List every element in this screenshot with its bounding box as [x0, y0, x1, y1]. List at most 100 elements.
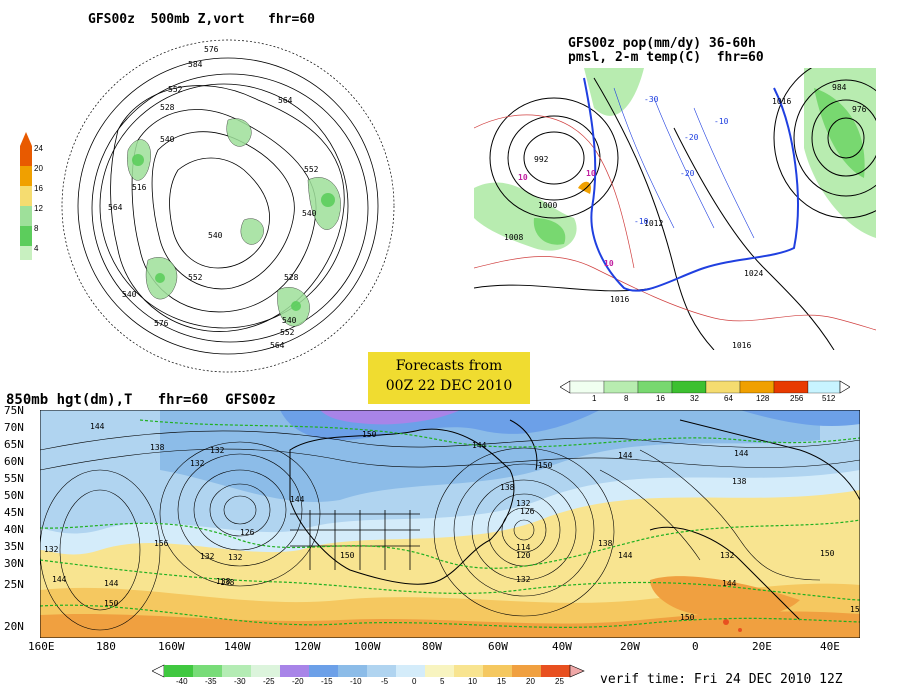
precip-cb-tick: 256: [790, 394, 804, 403]
svg-text:150: 150: [340, 551, 355, 560]
svg-text:10: 10: [586, 169, 596, 178]
temp-cb-tick: -15: [321, 677, 333, 686]
svg-text:144: 144: [618, 551, 633, 560]
svg-text:150: 150: [820, 549, 835, 558]
temp-cb-tick: -25: [263, 677, 275, 686]
svg-text:156: 156: [154, 539, 169, 548]
svg-text:552: 552: [304, 165, 319, 174]
lon-tick: 100W: [354, 640, 381, 653]
svg-text:144: 144: [290, 495, 305, 504]
precip-cb-tick: 512: [822, 394, 836, 403]
svg-text:-20: -20: [680, 169, 695, 178]
lon-tick: 160E: [28, 640, 55, 653]
temperature-colorbar: [152, 664, 585, 678]
svg-text:576: 576: [204, 45, 219, 54]
temp-cb-tick: 20: [526, 677, 535, 686]
temp-cb-tick: -10: [350, 677, 362, 686]
svg-text:132: 132: [720, 551, 735, 560]
svg-text:126: 126: [520, 507, 535, 516]
lat-tick: 25N: [4, 578, 24, 591]
svg-text:1024: 1024: [744, 269, 763, 278]
hemispheric-title: GFS00z 500mb Z,vort fhr=60: [88, 12, 315, 27]
svg-text:564: 564: [270, 341, 285, 350]
svg-text:564: 564: [108, 203, 123, 212]
lon-tick: 120W: [294, 640, 321, 653]
lat-tick: 20N: [4, 620, 24, 633]
svg-text:1000: 1000: [538, 201, 557, 210]
svg-text:-10: -10: [714, 117, 729, 126]
lat-tick: 35N: [4, 540, 24, 553]
svg-text:150: 150: [362, 430, 377, 439]
svg-text:984: 984: [832, 83, 847, 92]
lat-tick: 30N: [4, 557, 24, 570]
svg-text:138: 138: [220, 578, 235, 587]
svg-text:120: 120: [516, 551, 531, 560]
svg-text:132: 132: [190, 459, 205, 468]
forecast-info-box: Forecasts from 00Z 22 DEC 2010: [368, 352, 530, 404]
hemi-cb-tick: 20: [34, 164, 43, 173]
svg-text:144: 144: [472, 441, 487, 450]
svg-text:144: 144: [618, 451, 633, 460]
svg-text:138: 138: [150, 443, 165, 452]
svg-text:564: 564: [278, 96, 293, 105]
svg-text:528: 528: [160, 103, 175, 112]
svg-text:1012: 1012: [644, 219, 663, 228]
svg-text:138: 138: [500, 483, 515, 492]
hemi-cb-tick: 24: [34, 144, 43, 153]
precip-cb-tick: 8: [624, 394, 629, 403]
lon-tick: 20W: [620, 640, 640, 653]
svg-text:150: 150: [104, 599, 119, 608]
lat-tick: 60N: [4, 455, 24, 468]
svg-text:584: 584: [188, 60, 203, 69]
svg-text:516: 516: [132, 183, 147, 192]
lon-tick: 160W: [158, 640, 185, 653]
precip-cb-tick: 64: [724, 394, 733, 403]
precip-cb-tick: 32: [690, 394, 699, 403]
svg-text:114: 114: [516, 543, 531, 552]
svg-text:540: 540: [302, 209, 317, 218]
hemi-cb-tick: 12: [34, 204, 43, 213]
svg-text:144: 144: [104, 579, 119, 588]
temp-cb-tick: -30: [234, 677, 246, 686]
svg-text:150: 150: [850, 605, 860, 614]
svg-text:150: 150: [538, 461, 553, 470]
lon-tick: 20E: [752, 640, 772, 653]
temp-cb-tick: -5: [381, 677, 389, 686]
lat-tick: 40N: [4, 523, 24, 536]
lat-tick: 70N: [4, 421, 24, 434]
lat-tick: 45N: [4, 506, 24, 519]
precip-cb-tick: 128: [756, 394, 770, 403]
svg-text:992: 992: [534, 155, 549, 164]
svg-text:976: 976: [852, 105, 867, 114]
svg-text:132: 132: [200, 552, 215, 561]
hemi-cb-tick: 4: [34, 244, 39, 253]
lat-tick: 65N: [4, 438, 24, 451]
svg-text:552: 552: [168, 85, 183, 94]
main-title: 850mb hgt(dm),T fhr=60 GFS00z: [6, 392, 276, 408]
temp-cb-tick: -20: [292, 677, 304, 686]
svg-text:138: 138: [216, 577, 231, 586]
svg-text:540: 540: [208, 231, 223, 240]
forecast-init-time: 00Z 22 DEC 2010: [385, 378, 513, 394]
temp-cb-tick: 0: [412, 677, 417, 686]
verif-time: verif time: Fri 24 DEC 2010 12Z: [600, 672, 843, 687]
lon-tick: 140W: [224, 640, 251, 653]
svg-text:552: 552: [188, 273, 203, 282]
precip-cb-tick: 1: [592, 394, 597, 403]
svg-text:132: 132: [516, 499, 531, 508]
svg-text:-30: -30: [644, 95, 659, 104]
lon-tick: 40W: [552, 640, 572, 653]
temp-cb-tick: 15: [497, 677, 506, 686]
precip-cb-tick: 16: [656, 394, 665, 403]
svg-text:126: 126: [240, 528, 255, 537]
temp-cb-tick: -40: [176, 677, 188, 686]
forecast-from-label: Forecasts from: [395, 358, 503, 374]
lat-tick: 55N: [4, 472, 24, 485]
lat-tick: 50N: [4, 489, 24, 502]
precip-title-line2: pmsl, 2-m temp(C) fhr=60: [568, 50, 764, 65]
svg-text:10: 10: [518, 173, 528, 182]
lon-tick: 180: [96, 640, 116, 653]
svg-text:144: 144: [734, 449, 749, 458]
lon-tick: 0: [692, 640, 699, 653]
